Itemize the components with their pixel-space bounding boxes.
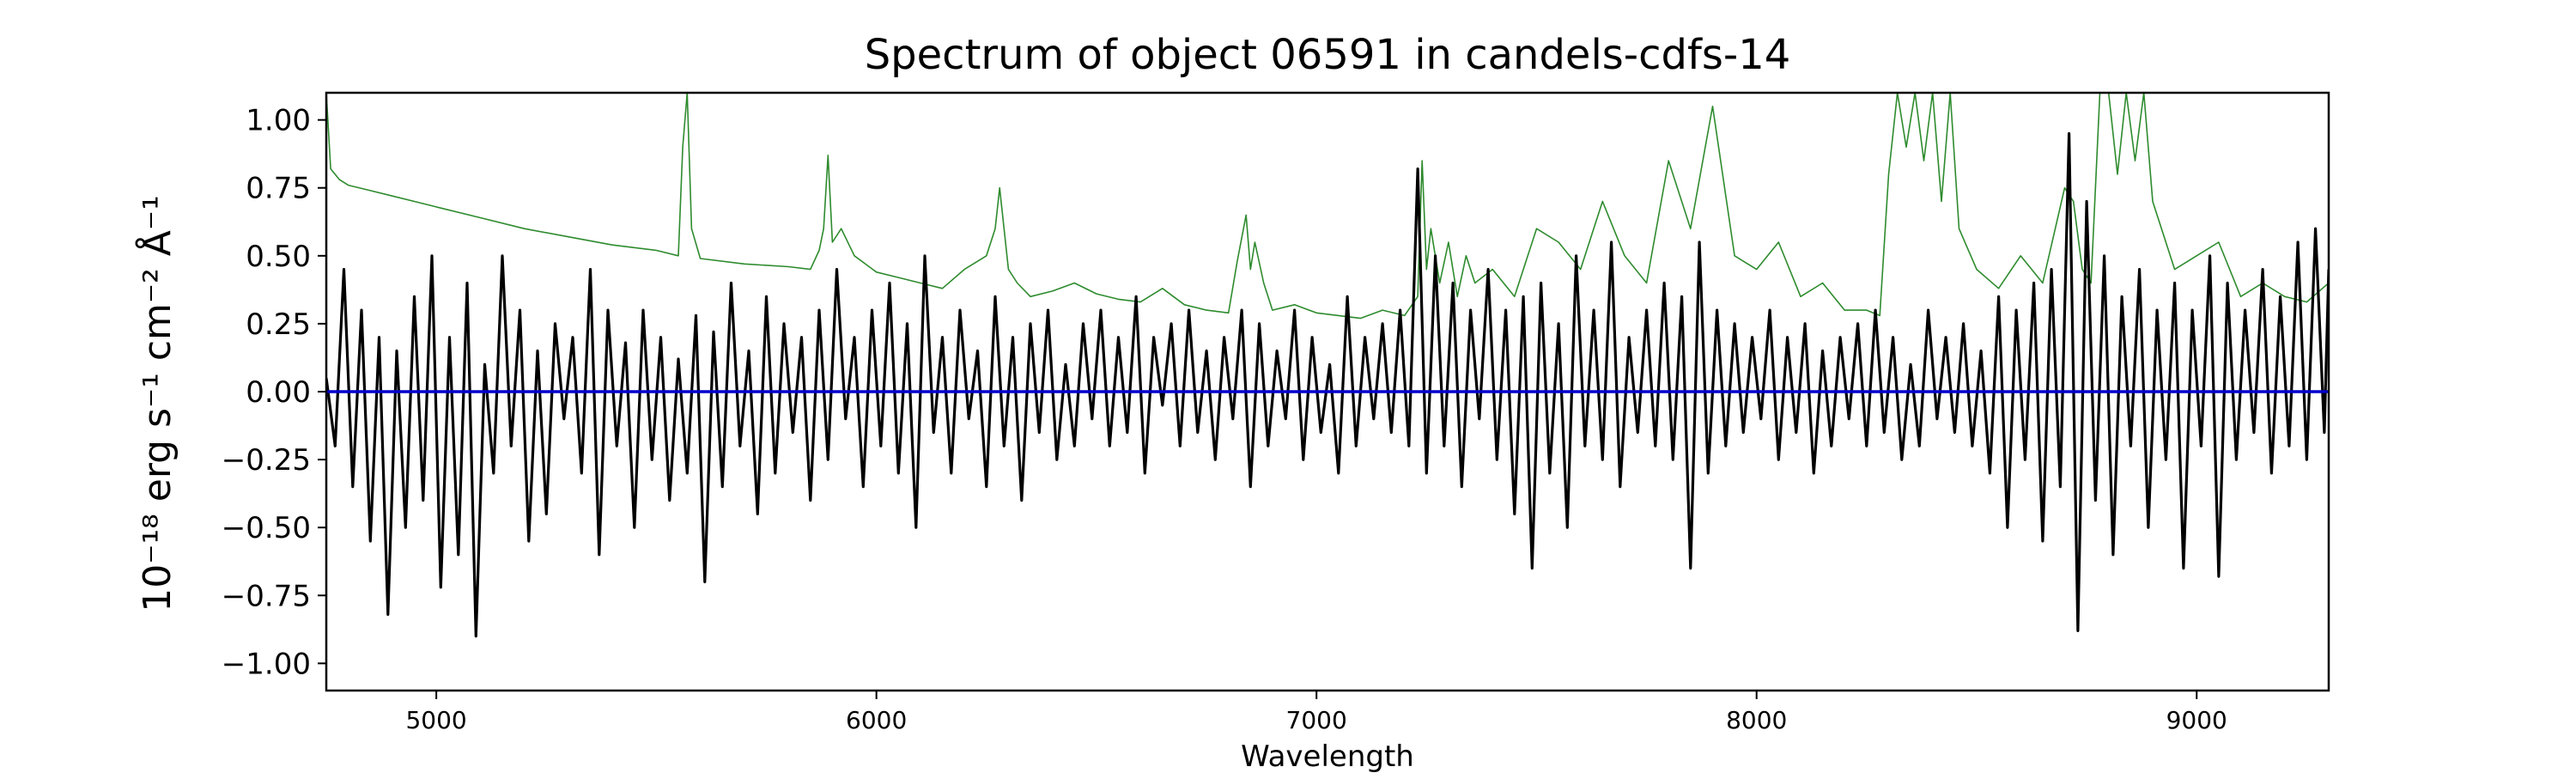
x-tick-label: 5000 [405,706,466,734]
y-axis-label: 10⁻¹⁸ erg s⁻¹ cm⁻² Å⁻¹ [134,195,179,612]
series-layer [326,93,2329,638]
y-tick-label: 0.00 [246,375,311,410]
y-axis-label-group: 10⁻¹⁸ erg s⁻¹ cm⁻² Å⁻¹ [134,195,179,612]
y-tick-label: 0.25 [246,307,311,342]
y-axis-ticks: −1.00 −0.75 −0.50 −0.25 0.00 0.25 0.50 0.75 1.00 [222,104,326,681]
y-tick-label: 0.50 [246,240,311,274]
series-line-error [326,93,2329,320]
x-tick-label: 8000 [1726,706,1787,734]
chart-title: Spectrum of object 06591 in candels-cdfs… [865,31,1791,79]
x-tick-label: 6000 [846,706,907,734]
x-axis-label: Wavelength [1241,740,1414,773]
y-tick-label: 0.75 [246,172,311,206]
x-axis-ticks: 5000 6000 7000 8000 9000 [405,691,2227,734]
y-tick-label: −0.75 [222,579,311,613]
series-line-flux [326,131,2329,638]
x-tick-label: 9000 [2166,706,2227,734]
y-tick-label: −0.25 [222,443,311,478]
x-tick-label: 7000 [1286,706,1347,734]
plot-frame [325,91,2330,692]
y-tick-label: 1.00 [246,104,311,138]
y-tick-label: −1.00 [222,647,311,681]
y-tick-label: −0.50 [222,511,311,545]
